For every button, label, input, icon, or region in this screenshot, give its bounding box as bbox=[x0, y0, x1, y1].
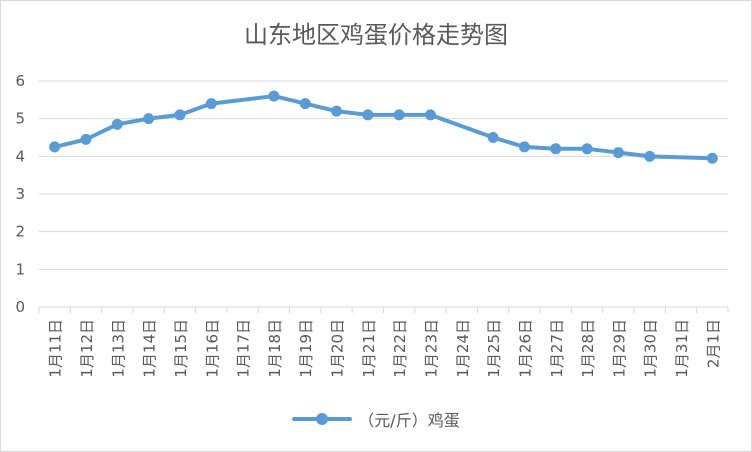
data-point bbox=[143, 113, 155, 125]
data-point bbox=[299, 98, 311, 110]
y-tick-label: 5 bbox=[15, 110, 25, 128]
data-point bbox=[331, 105, 343, 117]
x-tick-label: 1月18日 bbox=[266, 319, 284, 378]
data-point bbox=[111, 118, 123, 130]
x-tick-label: 1月30日 bbox=[642, 319, 660, 378]
data-point bbox=[424, 109, 436, 121]
x-tick-label: 1月12日 bbox=[78, 319, 96, 378]
data-point bbox=[487, 132, 499, 143]
y-tick-label: 6 bbox=[15, 72, 25, 90]
data-point bbox=[174, 109, 186, 121]
series-line bbox=[52, 94, 715, 161]
legend-marker bbox=[292, 413, 353, 425]
x-tick-label: 1月21日 bbox=[360, 319, 378, 378]
x-tick-label: 1月29日 bbox=[610, 319, 628, 378]
data-point bbox=[612, 147, 624, 159]
x-tick-label: 1月14日 bbox=[141, 319, 159, 378]
y-tick-label: 0 bbox=[15, 298, 25, 316]
x-tick-label: 1月11日 bbox=[47, 319, 65, 378]
y-tick-label: 3 bbox=[15, 185, 25, 203]
data-point bbox=[550, 143, 562, 155]
x-tick-label: 1月15日 bbox=[172, 319, 190, 378]
x-tick-label: 1月17日 bbox=[235, 319, 253, 378]
x-tick-label: 1月16日 bbox=[203, 319, 221, 378]
x-tick-label: 1月28日 bbox=[579, 319, 597, 378]
x-tick-label: 1月25日 bbox=[485, 319, 503, 378]
data-point bbox=[706, 152, 718, 164]
data-point bbox=[644, 150, 656, 162]
y-tick-label: 1 bbox=[15, 260, 25, 278]
x-tick-label: 1月26日 bbox=[516, 319, 534, 378]
legend-label: （元/斤）鸡蛋 bbox=[358, 411, 460, 430]
data-point bbox=[393, 109, 405, 121]
x-tick-label: 1月31日 bbox=[673, 319, 691, 378]
data-point bbox=[268, 90, 280, 102]
x-tick-label: 1月20日 bbox=[329, 319, 347, 378]
x-tick-label: 1月23日 bbox=[422, 319, 440, 378]
x-tick-label: 2月1日 bbox=[704, 319, 722, 368]
data-point bbox=[362, 109, 374, 121]
x-tick-label: 1月22日 bbox=[391, 319, 409, 378]
data-point bbox=[80, 133, 92, 145]
chart-title: 山东地区鸡蛋价格走势图 bbox=[244, 21, 508, 49]
x-tick-label: 1月13日 bbox=[109, 319, 127, 378]
data-point bbox=[205, 98, 217, 110]
data-point bbox=[518, 141, 530, 153]
x-tick-label: 1月27日 bbox=[548, 319, 566, 378]
data-point bbox=[49, 141, 61, 153]
legend: （元/斤）鸡蛋 bbox=[1, 407, 751, 431]
x-tick-label: 1月24日 bbox=[454, 319, 472, 378]
y-tick-label: 4 bbox=[15, 147, 25, 165]
y-tick-label: 2 bbox=[15, 223, 25, 241]
x-tick-label: 1月19日 bbox=[297, 319, 315, 378]
data-point bbox=[581, 143, 593, 155]
